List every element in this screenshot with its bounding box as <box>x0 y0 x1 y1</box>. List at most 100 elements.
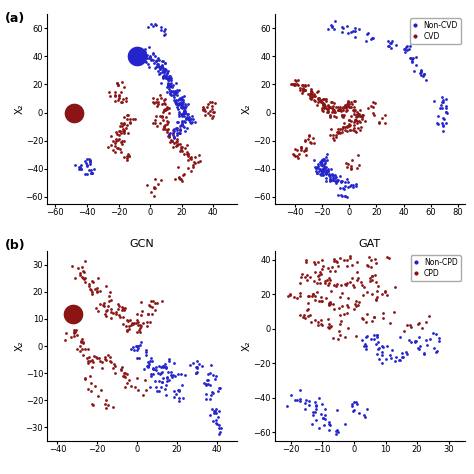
Point <box>308 86 315 93</box>
Point <box>157 26 165 34</box>
Point <box>151 116 159 123</box>
Point <box>126 115 134 123</box>
Point <box>217 428 224 436</box>
Point <box>317 166 325 173</box>
Point <box>292 81 299 88</box>
Point <box>368 318 376 325</box>
Point <box>97 386 105 394</box>
Point <box>136 328 144 336</box>
Point <box>184 152 192 160</box>
Point <box>137 51 145 59</box>
Point <box>334 107 341 114</box>
Point <box>169 129 176 137</box>
Point <box>91 285 99 293</box>
Point <box>169 91 177 99</box>
Point <box>342 182 349 190</box>
Point <box>304 81 311 89</box>
Point <box>104 351 111 359</box>
Point <box>77 270 84 277</box>
Point <box>154 98 162 105</box>
Point <box>108 358 115 366</box>
Point <box>155 362 163 370</box>
Point <box>439 98 447 106</box>
Point <box>116 127 123 134</box>
Point <box>173 131 181 139</box>
Point <box>319 297 326 304</box>
Point <box>137 341 144 349</box>
Point <box>313 164 320 172</box>
Point <box>320 95 328 103</box>
Point <box>303 271 311 279</box>
Point <box>318 161 326 168</box>
Point <box>139 319 146 327</box>
Point <box>134 374 141 382</box>
Point <box>298 82 305 89</box>
Point <box>307 87 315 95</box>
Point <box>166 138 173 146</box>
Point <box>176 96 184 103</box>
Point <box>337 178 345 186</box>
Point <box>169 88 177 95</box>
Point <box>350 406 358 414</box>
Point <box>143 351 150 359</box>
Point <box>330 112 338 119</box>
Point <box>173 142 180 150</box>
Point <box>442 119 450 127</box>
Point <box>158 378 166 386</box>
Point <box>203 395 210 402</box>
Point <box>339 106 346 114</box>
Point <box>202 380 210 387</box>
Point <box>81 278 89 286</box>
Point <box>133 346 140 354</box>
Point <box>132 342 140 350</box>
Point <box>308 420 316 428</box>
Point <box>156 112 164 119</box>
Point <box>304 305 312 313</box>
Point <box>142 386 150 394</box>
Point <box>420 70 428 78</box>
Point <box>312 164 319 172</box>
Point <box>208 102 216 110</box>
Point <box>325 420 333 428</box>
Point <box>292 396 299 404</box>
Point <box>156 65 164 73</box>
Point <box>349 183 357 191</box>
Point <box>322 157 329 164</box>
Point <box>158 63 165 71</box>
Point <box>301 273 309 281</box>
Point <box>324 26 331 33</box>
Point <box>118 306 126 313</box>
Point <box>159 57 167 65</box>
Point <box>341 103 348 110</box>
Point <box>83 162 91 170</box>
Point <box>319 156 327 164</box>
Point <box>381 112 389 119</box>
Point <box>161 106 169 114</box>
Point <box>145 363 152 371</box>
Point <box>201 107 209 115</box>
Point <box>342 281 350 289</box>
Point <box>292 153 299 160</box>
Point <box>118 140 126 148</box>
Point <box>114 96 122 103</box>
Point <box>158 113 166 120</box>
Point <box>179 122 187 129</box>
Point <box>91 352 98 360</box>
Point <box>422 76 429 83</box>
Point <box>318 401 326 408</box>
Point <box>345 294 352 302</box>
Point <box>164 67 172 75</box>
Point <box>318 320 325 328</box>
Point <box>78 273 86 280</box>
Point <box>177 98 185 106</box>
Point <box>439 127 447 135</box>
Point <box>146 361 153 368</box>
Point <box>160 27 168 35</box>
Point <box>158 378 166 386</box>
Point <box>347 164 355 172</box>
Point <box>328 171 335 178</box>
Point <box>81 157 89 165</box>
Point <box>318 265 325 273</box>
Point <box>170 387 178 395</box>
Point <box>329 176 337 183</box>
